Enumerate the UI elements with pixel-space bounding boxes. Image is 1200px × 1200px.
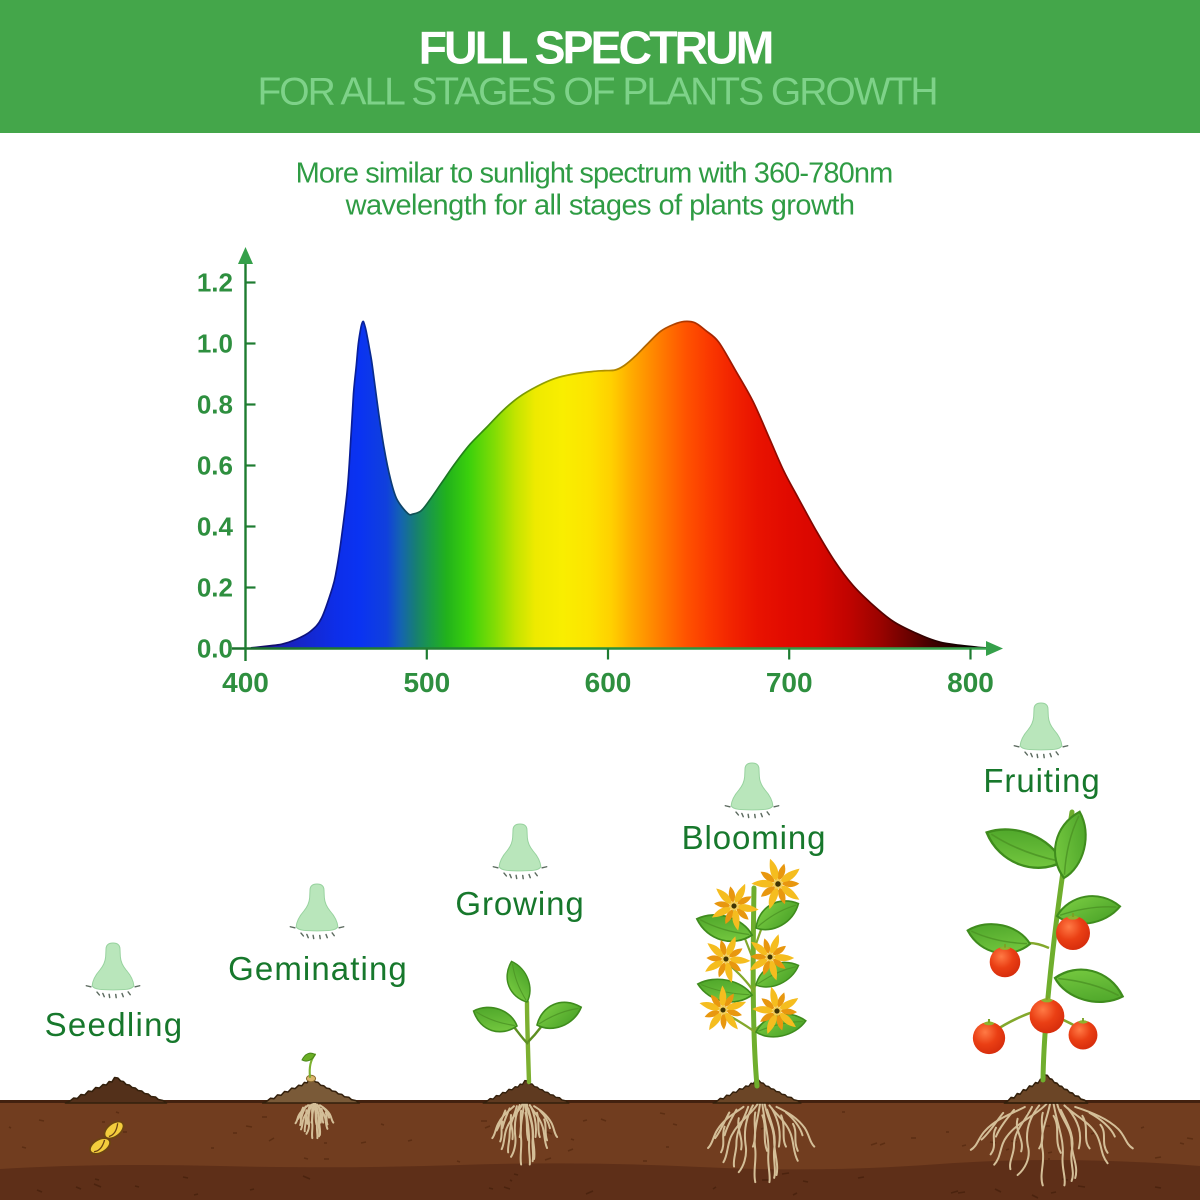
svg-text:Blooming: Blooming	[682, 819, 827, 856]
svg-text:1.2: 1.2	[197, 268, 233, 298]
svg-text:More similar to sunlight spect: More similar to sunlight spectrum with 3…	[296, 158, 893, 190]
svg-text:400: 400	[222, 667, 269, 698]
svg-text:0.0: 0.0	[197, 634, 233, 664]
svg-text:600: 600	[585, 667, 632, 698]
svg-text:1.0: 1.0	[197, 329, 233, 359]
svg-text:Fruiting: Fruiting	[983, 762, 1100, 799]
svg-text:0.6: 0.6	[197, 451, 233, 481]
svg-text:FULL SPECTRUM: FULL SPECTRUM	[419, 22, 772, 74]
svg-text:500: 500	[403, 667, 450, 698]
svg-text:0.2: 0.2	[197, 573, 233, 603]
svg-text:0.8: 0.8	[197, 390, 233, 420]
svg-text:0.4: 0.4	[197, 512, 234, 542]
svg-text:800: 800	[947, 667, 994, 698]
svg-text:FOR ALL STAGES OF PLANTS GROWT: FOR ALL STAGES OF PLANTS GROWTH	[257, 71, 936, 114]
svg-text:Growing: Growing	[455, 885, 584, 922]
svg-text:Seedling: Seedling	[45, 1006, 184, 1043]
svg-text:wavelength for all stages of p: wavelength for all stages of plants grow…	[345, 190, 855, 222]
svg-text:Geminating: Geminating	[228, 950, 408, 987]
svg-text:700: 700	[766, 667, 813, 698]
